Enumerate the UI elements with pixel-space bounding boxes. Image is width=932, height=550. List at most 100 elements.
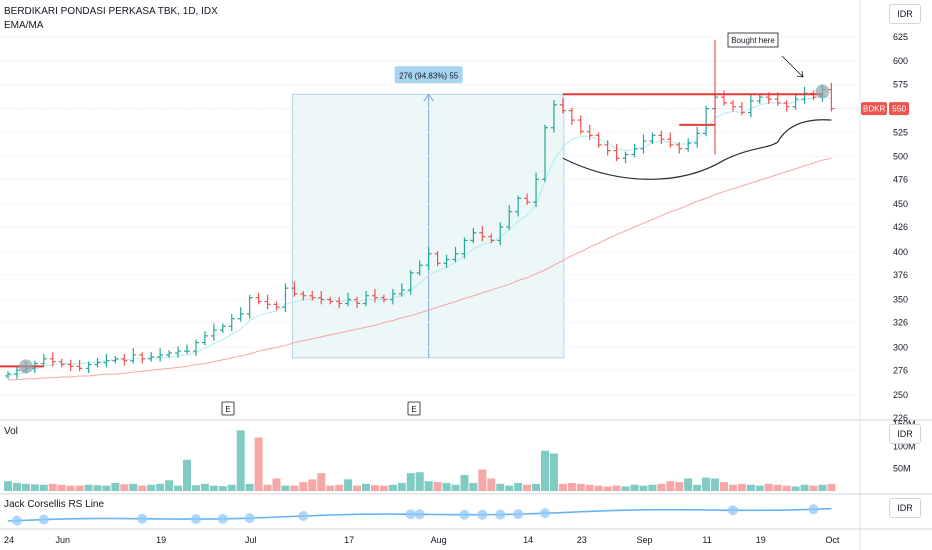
candle[interactable] [738,101,745,116]
volume-bar[interactable] [630,484,639,491]
volume-bar[interactable] [782,485,791,491]
volume-bar[interactable] [478,469,487,491]
candle[interactable] [354,296,361,309]
candle[interactable] [416,260,423,276]
candle[interactable] [255,292,262,305]
candle[interactable] [40,354,47,367]
volume-bar[interactable] [30,484,39,491]
candle[interactable] [407,269,414,295]
volume-bar[interactable] [138,485,147,491]
candle[interactable] [524,193,531,206]
candle[interactable] [703,105,710,137]
candle[interactable] [282,283,289,313]
candle[interactable] [631,143,638,158]
candle[interactable] [5,371,11,379]
candle[interactable] [94,357,101,368]
volume-bar[interactable] [326,485,335,491]
volume-bar[interactable] [200,483,209,491]
candle[interactable] [613,143,620,162]
cup-curve[interactable] [562,119,832,180]
candle[interactable] [721,90,727,106]
volume-bar[interactable] [567,482,576,491]
candle[interactable] [49,352,56,367]
volume-bar[interactable] [415,472,424,491]
volume-bar[interactable] [379,485,388,491]
candles-group[interactable] [5,39,835,379]
candle[interactable] [130,348,137,364]
volume-bar[interactable] [191,485,200,491]
volume-bar[interactable] [433,482,442,491]
volume-currency-button[interactable]: IDR [889,424,921,444]
volume-bar[interactable] [93,485,102,491]
volume-bar[interactable] [541,450,549,491]
candle[interactable] [622,151,629,164]
volume-bar[interactable] [728,484,737,491]
volume-bar[interactable] [451,484,460,491]
measure-tool[interactable]: 276 (94.83%) 55 [291,66,565,359]
candle[interactable] [273,301,280,311]
volume-bar[interactable] [693,484,702,491]
candle[interactable] [685,138,692,152]
volume-bar[interactable] [388,484,397,491]
candle[interactable] [747,94,754,118]
rs-line-group[interactable] [7,504,832,526]
candle[interactable] [649,132,656,144]
volume-bar[interactable] [129,483,138,491]
volume-bar[interactable] [755,485,764,491]
volume-bars[interactable] [4,430,836,491]
volume-bar[interactable] [66,485,75,491]
volume-bar[interactable] [648,484,657,491]
volume-bar[interactable] [39,484,48,491]
candle[interactable] [157,348,164,362]
volume-bar[interactable] [218,486,227,491]
candle[interactable] [192,339,199,356]
candle[interactable] [85,361,92,374]
candle[interactable] [550,100,557,133]
volume-bar[interactable] [183,459,191,491]
candle[interactable] [219,323,226,334]
volume-bar[interactable] [57,484,66,491]
volume-bar[interactable] [576,483,585,491]
candle[interactable] [363,291,369,307]
candle[interactable] [264,294,271,310]
candle[interactable] [470,227,477,244]
volume-bar[interactable] [317,473,326,491]
candle[interactable] [542,124,548,183]
volume-bar[interactable] [800,484,809,491]
volume-bar[interactable] [764,483,773,491]
volume-bar[interactable] [442,482,451,491]
volume-bar[interactable] [370,485,379,491]
candle[interactable] [434,250,441,267]
volume-bar[interactable] [809,485,818,491]
candle[interactable] [228,313,235,332]
candle[interactable] [792,94,799,110]
volume-bar[interactable] [558,483,567,491]
volume-bar[interactable] [308,479,317,491]
candle[interactable] [586,124,593,141]
volume-bar[interactable] [156,483,165,491]
volume-bar[interactable] [48,483,57,491]
candle[interactable] [58,358,65,368]
volume-bar[interactable] [460,474,469,491]
candle[interactable] [506,205,513,230]
volume-bar[interactable] [487,478,496,491]
candle[interactable] [497,222,504,246]
candle[interactable] [676,142,683,154]
volume-bar[interactable] [603,486,612,491]
candle[interactable] [345,292,352,307]
volume-bar[interactable] [111,482,120,491]
volume-bar[interactable] [702,477,711,491]
volume-bar[interactable] [666,481,675,491]
volume-bar[interactable] [827,483,836,491]
volume-bar[interactable] [496,483,505,491]
candle[interactable] [201,331,208,346]
volume-bar[interactable] [174,485,183,491]
volume-bar[interactable] [335,484,344,491]
candle[interactable] [246,294,253,319]
candle[interactable] [479,226,486,242]
volume-bar[interactable] [523,484,532,491]
volume-bar[interactable] [281,485,290,491]
price-currency-button[interactable]: IDR [889,4,921,24]
candle[interactable] [336,296,343,309]
candle[interactable] [640,134,647,154]
